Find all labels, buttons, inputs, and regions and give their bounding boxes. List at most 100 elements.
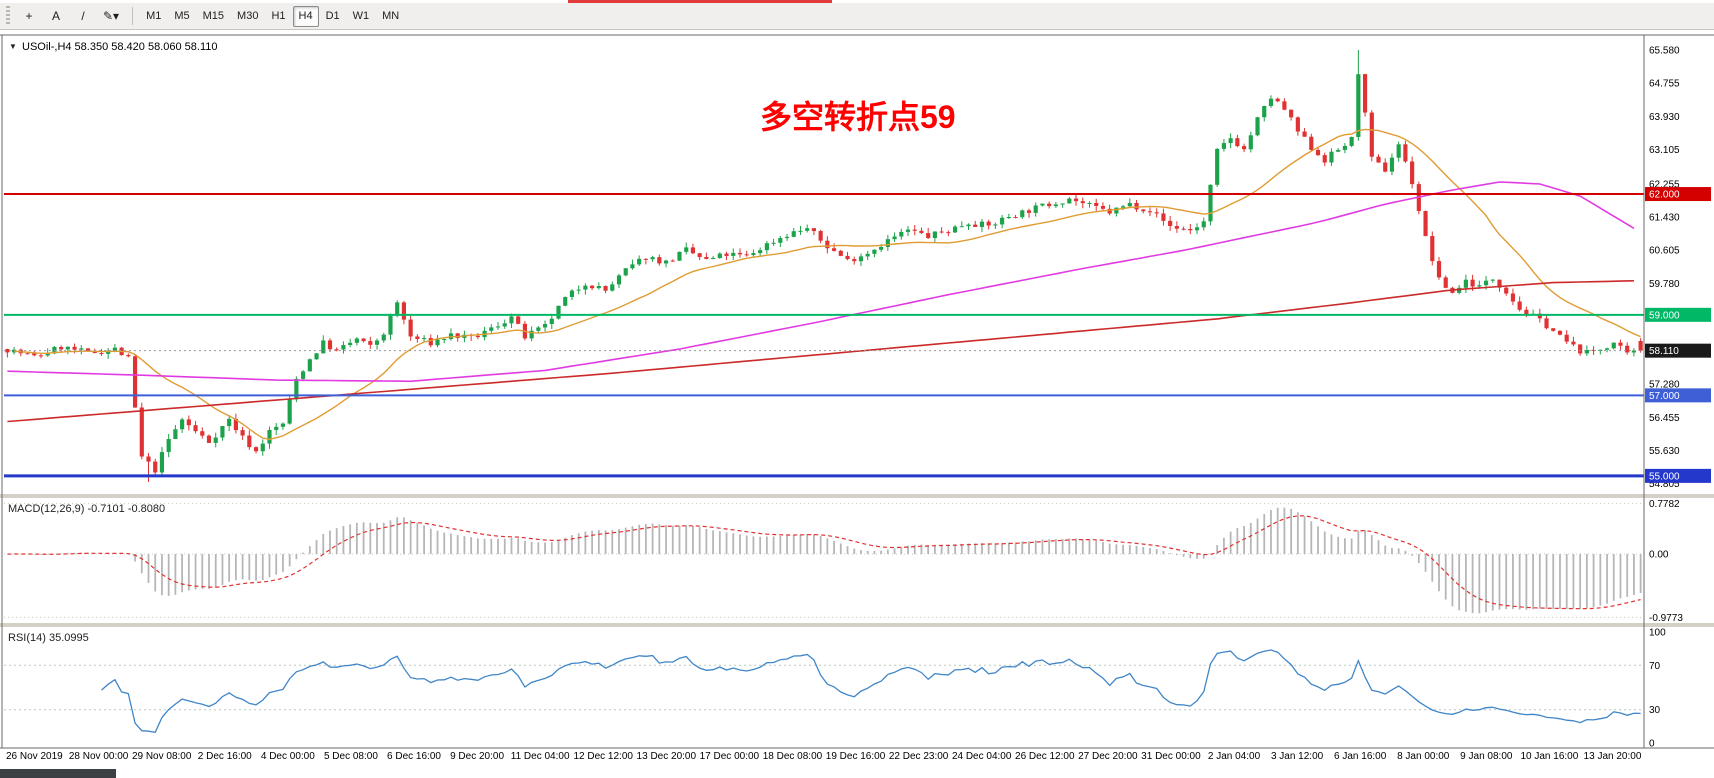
bear-candle-body bbox=[1369, 112, 1374, 157]
bull-candle-body bbox=[267, 429, 272, 444]
bear-candle-body bbox=[233, 418, 238, 431]
bull-candle-body bbox=[576, 289, 581, 291]
macd-indicator-label: MACD(12,26,9) -0.7101 -0.8080 bbox=[8, 503, 165, 515]
bull-candle-body bbox=[173, 429, 178, 439]
bull-candle-body bbox=[650, 257, 655, 260]
bull-candle-body bbox=[354, 338, 359, 343]
bull-candle-body bbox=[1336, 149, 1341, 152]
timeframe-button-w1[interactable]: W1 bbox=[347, 6, 376, 27]
rsi-line bbox=[101, 649, 1641, 734]
bear-candle-body bbox=[240, 430, 245, 436]
time-axis-label: 27 Dec 20:00 bbox=[1078, 751, 1138, 762]
bear-candle-body bbox=[1141, 209, 1146, 212]
clipped-red-text-fragment bbox=[568, 0, 832, 3]
bull-candle-body bbox=[166, 438, 171, 453]
bull-candle-body bbox=[583, 285, 588, 290]
macd-axis-label: -0.9773 bbox=[1649, 613, 1683, 624]
bear-candle-body bbox=[852, 259, 857, 262]
bear-candle-body bbox=[603, 286, 608, 291]
price-axis-label: 65.580 bbox=[1649, 45, 1680, 56]
time-axis: 26 Nov 2019 28 Nov 00:00 29 Nov 08:00 2 Dec… bbox=[6, 751, 1642, 762]
bear-candle-body bbox=[831, 248, 837, 251]
bear-candle-body bbox=[1168, 220, 1173, 227]
bear-candle-body bbox=[200, 431, 205, 436]
bull-candle-body bbox=[630, 264, 635, 269]
bull-candle-body bbox=[993, 224, 998, 226]
bull-candle-body bbox=[260, 443, 265, 452]
bear-candle-body bbox=[1423, 211, 1428, 237]
bear-candle-body bbox=[1544, 318, 1549, 329]
bear-candle-body bbox=[1107, 208, 1112, 214]
time-axis-label: 4 Dec 00:00 bbox=[261, 751, 315, 762]
toolbar-grip[interactable] bbox=[6, 6, 10, 26]
bull-candle-body bbox=[79, 348, 84, 350]
bull-candle-body bbox=[905, 229, 911, 232]
bull-candle-body bbox=[1604, 348, 1610, 350]
bull-candle-body bbox=[1342, 145, 1347, 150]
horizontal-level-lines[interactable] bbox=[4, 193, 1644, 478]
macd-signal-line bbox=[7, 515, 1641, 610]
bull-candle-body bbox=[569, 290, 575, 297]
rsi-axis-label: 100 bbox=[1649, 628, 1666, 639]
time-axis-label: 29 Nov 08:00 bbox=[132, 751, 192, 762]
timeframe-button-m1[interactable]: M1 bbox=[140, 6, 167, 27]
bear-candle-body bbox=[1161, 213, 1166, 221]
timeframe-button-m5[interactable]: M5 bbox=[168, 6, 195, 27]
bull-candle-body bbox=[1060, 203, 1065, 205]
bear-candle-body bbox=[818, 231, 823, 241]
symbol-ohlc-header: USOil-,H4 58.350 58.420 58.060 58.110 bbox=[22, 41, 218, 53]
bull-candle-body bbox=[563, 296, 568, 306]
time-axis-label: 9 Jan 08:00 bbox=[1460, 751, 1513, 762]
bear-candle-body bbox=[1403, 144, 1408, 162]
bull-candle-body bbox=[1483, 280, 1489, 286]
chart-annotation-text[interactable]: 多空转折点59 bbox=[760, 99, 956, 135]
bull-candle-body bbox=[381, 334, 386, 341]
time-axis-label: 19 Dec 16:00 bbox=[826, 751, 886, 762]
price-axis-label: 61.430 bbox=[1649, 212, 1680, 223]
pane-splitter-main-macd[interactable] bbox=[0, 494, 1714, 498]
window-edge-fragment bbox=[0, 769, 116, 778]
bull-candle-body bbox=[1396, 144, 1401, 158]
bull-candle-body bbox=[1020, 210, 1025, 218]
bull-candle-body bbox=[321, 340, 326, 354]
bull-candle-body bbox=[213, 437, 218, 443]
bear-candle-body bbox=[126, 355, 131, 357]
bull-candle-body bbox=[509, 316, 514, 324]
crosshair-button[interactable]: + bbox=[16, 6, 42, 27]
timeframe-button-h1[interactable]: H1 bbox=[265, 6, 291, 27]
drawing-tools-dropdown[interactable]: ✎▾ bbox=[97, 6, 125, 27]
bull-candle-body bbox=[1262, 106, 1267, 118]
timeframe-button-mn[interactable]: MN bbox=[376, 6, 405, 27]
bear-candle-body bbox=[401, 302, 407, 320]
trendline-button[interactable]: / bbox=[70, 6, 96, 27]
bear-candle-body bbox=[1524, 309, 1529, 315]
bull-candle-body bbox=[1114, 207, 1119, 214]
text-label-button[interactable]: A bbox=[43, 6, 69, 27]
price-axis-label: 63.105 bbox=[1649, 145, 1680, 156]
price-axis-label: 56.455 bbox=[1649, 413, 1680, 424]
time-axis-label: 2 Dec 16:00 bbox=[198, 751, 252, 762]
timeframe-button-m15[interactable]: M15 bbox=[197, 6, 230, 27]
bear-candle-body bbox=[186, 419, 191, 426]
time-axis-label: 8 Jan 00:00 bbox=[1397, 751, 1450, 762]
bull-candle-body bbox=[637, 258, 642, 265]
bear-candle-body bbox=[1275, 98, 1280, 102]
bear-candle-body bbox=[737, 252, 743, 255]
bear-candle-body bbox=[1154, 212, 1159, 214]
macd-axis-label: 0.00 bbox=[1649, 550, 1669, 561]
bear-candle-body bbox=[1047, 203, 1052, 207]
timeframe-button-h4[interactable]: H4 bbox=[292, 5, 319, 27]
timeframe-button-m30[interactable]: M30 bbox=[231, 6, 264, 27]
symbol-dropdown-arrow[interactable]: ▼ bbox=[9, 42, 17, 51]
pane-splitter-macd-rsi[interactable] bbox=[0, 623, 1714, 627]
bear-candle-body bbox=[697, 253, 702, 257]
bear-candle-body bbox=[247, 435, 252, 448]
time-axis-label: 24 Dec 04:00 bbox=[952, 751, 1012, 762]
bull-candle-body bbox=[180, 419, 185, 430]
rsi-axis-label: 70 bbox=[1649, 661, 1661, 672]
bull-candle-body bbox=[542, 323, 548, 328]
bull-candle-body bbox=[879, 246, 884, 250]
bear-candle-body bbox=[1436, 261, 1442, 278]
timeframe-button-d1[interactable]: D1 bbox=[320, 6, 346, 27]
